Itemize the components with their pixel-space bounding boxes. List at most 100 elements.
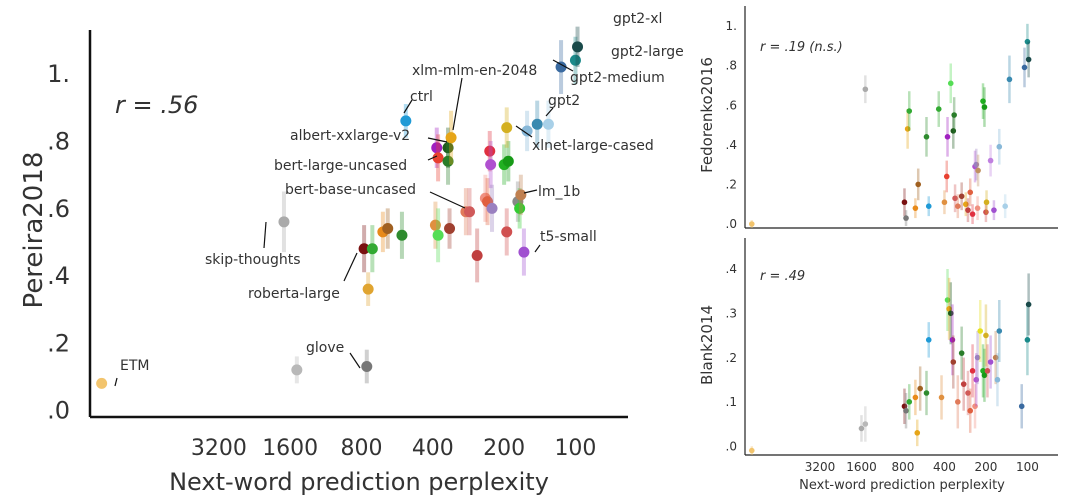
y-tick-label: .6 [47, 195, 70, 223]
data-point [445, 132, 457, 144]
data-point [906, 399, 913, 405]
label-t5-small: t5-small [540, 229, 597, 245]
data-point [518, 246, 530, 258]
data-point [981, 104, 988, 110]
data-point [994, 376, 1001, 383]
data-point [917, 385, 923, 392]
leader-etm [114, 377, 118, 387]
x-tick-label: 400 [412, 436, 454, 461]
data-point [991, 207, 997, 213]
data-point [983, 199, 990, 206]
data-point [431, 142, 443, 154]
label-gpt2-xl: gpt2-xl [613, 11, 662, 27]
data-point [925, 337, 932, 343]
x-tick-label: 800 [341, 436, 383, 461]
data-point [969, 368, 976, 374]
data-point [984, 368, 991, 374]
data-point [382, 223, 394, 235]
data-point [962, 201, 969, 208]
data-point [502, 155, 514, 167]
main-r-annotation: r = .56 [115, 91, 198, 119]
label-etm: ETM [120, 358, 149, 374]
y-tick-label: .0 [47, 397, 70, 425]
data-point [935, 106, 942, 112]
label-gpt2: gpt2 [548, 93, 580, 109]
data-point [903, 407, 909, 414]
tr-r-annotation: r = .19 (n.s.) [760, 40, 843, 55]
leader-bert-large [427, 155, 438, 161]
y-tick-label: 1. [726, 19, 737, 33]
data-point [915, 181, 922, 188]
data-point [471, 249, 483, 261]
data-point [366, 243, 378, 255]
br-r-annotation: r = .49 [760, 269, 805, 284]
data-point [977, 328, 984, 334]
data-point [748, 447, 755, 454]
leader-xlnet [515, 125, 533, 138]
data-point [914, 430, 921, 436]
data-point [912, 205, 919, 211]
leader-albert [427, 137, 448, 143]
label-gpt2-large: gpt2-large [611, 44, 684, 60]
leader-t5 [534, 244, 541, 253]
x-tick-label: 3200 [191, 436, 247, 461]
label-bert-base-uncased: bert-base-uncased [285, 182, 416, 198]
data-point [1006, 76, 1013, 83]
main-panel: .0 .2 .4 .6 .8 1. 3200 1600 800 400 200 100 Next-w… [19, 11, 684, 496]
data-point [992, 354, 999, 361]
x-tick-label: 200 [483, 436, 525, 461]
y-tick-label: .1 [726, 395, 737, 409]
data-point [973, 161, 980, 168]
data-point [981, 372, 988, 379]
data-point [396, 229, 408, 241]
data-point [912, 394, 919, 401]
data-point [974, 205, 981, 211]
label-gpt2-medium: gpt2-medium [570, 70, 665, 86]
y-tick-label: .4 [726, 262, 737, 276]
data-point [949, 337, 956, 343]
data-point [531, 118, 543, 130]
data-point [96, 377, 108, 389]
data-point [432, 229, 444, 241]
data-point [486, 202, 498, 214]
data-point [906, 108, 913, 114]
data-point [442, 155, 454, 167]
x-tick-label: 100 [554, 436, 596, 461]
main-annotation-lines [114, 59, 574, 387]
fedorenko-panel: .0 .2 .4 .6 .8 1. Fedorenko2016 r = .19 (n.s.… [698, 6, 1058, 231]
data-point [901, 199, 908, 206]
tr-points [748, 23, 1032, 228]
leader-gpt2 [545, 107, 554, 117]
leader-lm1b [523, 189, 538, 194]
data-point [938, 394, 945, 401]
data-point [955, 203, 961, 209]
x-tick-label: 400 [933, 460, 956, 474]
data-point [278, 216, 290, 228]
data-point [569, 54, 581, 66]
label-skip-thoughts: skip-thoughts [205, 252, 301, 268]
y-tick-label: .2 [726, 351, 737, 365]
x-tick-label: 100 [1016, 460, 1039, 474]
data-point [464, 206, 476, 218]
data-point [514, 202, 526, 214]
data-point [944, 297, 951, 303]
data-point [748, 221, 755, 227]
tr-y-label: Fedorenko2016 [698, 57, 716, 173]
data-point [291, 364, 303, 376]
main-y-ticks: .0 .2 .4 .6 .8 1. [47, 60, 70, 425]
leader-bert-base [429, 191, 466, 209]
data-point [362, 283, 374, 295]
x-tick-label: 3200 [805, 460, 836, 474]
data-point [903, 215, 909, 221]
x-tick-label: 200 [974, 460, 997, 474]
br-x-ticks: 3200 1600 800 400 200 100 [805, 460, 1039, 474]
y-tick-label: .8 [47, 127, 70, 155]
label-albert-xxlarge-v2: albert-xxlarge-v2 [290, 128, 410, 144]
y-tick-label: .4 [47, 262, 70, 290]
br-y-label: Blank2014 [698, 305, 716, 385]
data-point [973, 376, 980, 383]
data-point [950, 359, 957, 365]
data-point [965, 390, 971, 396]
data-point [862, 421, 869, 427]
br-points [748, 269, 1032, 455]
